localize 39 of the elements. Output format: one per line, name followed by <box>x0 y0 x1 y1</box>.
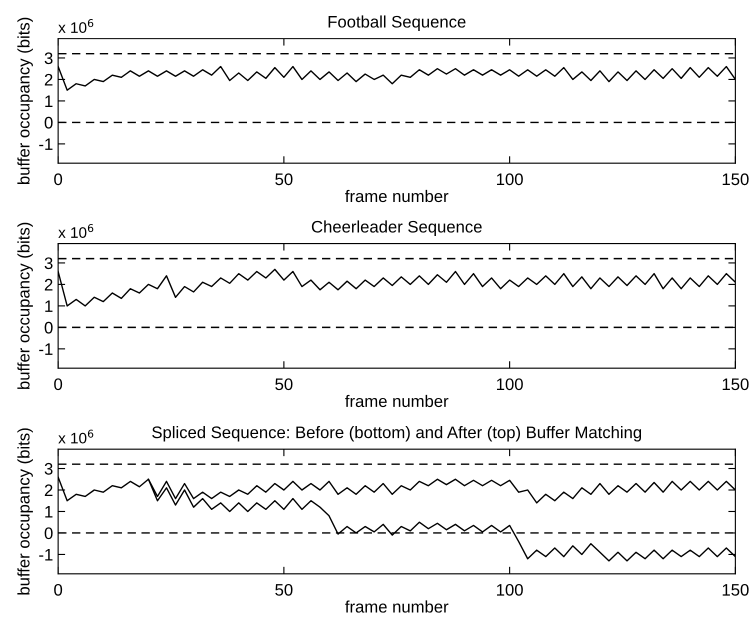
x-tick-label: 100 <box>496 173 523 186</box>
x-tick-label: 0 <box>54 584 62 596</box>
y-tick-label: 2 <box>44 484 52 496</box>
y-axis-title: buffer occupancy (bits) <box>17 18 33 184</box>
x-axis-title: frame number <box>345 190 448 202</box>
y-tick-label: 0 <box>44 322 53 334</box>
y-tick-label: 2 <box>44 74 52 86</box>
x-tick-label: 150 <box>722 584 749 596</box>
text: x 10$^{6}$ <box>58 19 94 33</box>
y-tick-label: 0 <box>44 116 53 129</box>
y-axis-title: buffer occupancy (bits) <box>17 222 33 389</box>
y-tick-label: -1 <box>39 138 52 150</box>
x-tick-label: 50 <box>275 378 292 390</box>
y-tick-label: 1 <box>45 506 52 518</box>
x-axis-title: frame number <box>345 600 448 613</box>
y-axis-title: buffer occupancy (bits) <box>17 428 33 595</box>
x-tick-label: 100 <box>496 584 523 596</box>
chart-title: Spliced Sequence: Before (bottom) and After (top) Buffer Matching <box>152 426 642 442</box>
chart-title: Football Sequence <box>328 15 466 31</box>
y-tick-label: -1 <box>39 549 52 560</box>
y-tick-label: 3 <box>44 462 53 475</box>
text: x 10$^{6}$ <box>58 224 94 238</box>
y-tick-label: 3 <box>44 257 53 270</box>
x-tick-label: 0 <box>54 173 62 186</box>
x-tick-label: 150 <box>722 378 749 390</box>
y-tick-label: -1 <box>39 343 52 355</box>
y-tick-label: 1 <box>45 300 52 312</box>
y-tick-label: 1 <box>45 96 52 107</box>
x-tick-label: 50 <box>275 584 292 596</box>
x-tick-label: 150 <box>722 173 749 186</box>
x-axis-title: frame number <box>345 394 448 408</box>
y-tick-label: 0 <box>44 527 53 540</box>
x-tick-label: 50 <box>275 173 292 186</box>
x-tick-label: 100 <box>496 378 523 390</box>
y-tick-label: 3 <box>44 52 53 64</box>
x-tick-label: 0 <box>54 378 62 390</box>
y-tick-label: 2 <box>44 278 52 290</box>
chart-title: Cheerleader Sequence <box>312 220 482 236</box>
text: x 10$^{6}$ <box>58 430 94 444</box>
